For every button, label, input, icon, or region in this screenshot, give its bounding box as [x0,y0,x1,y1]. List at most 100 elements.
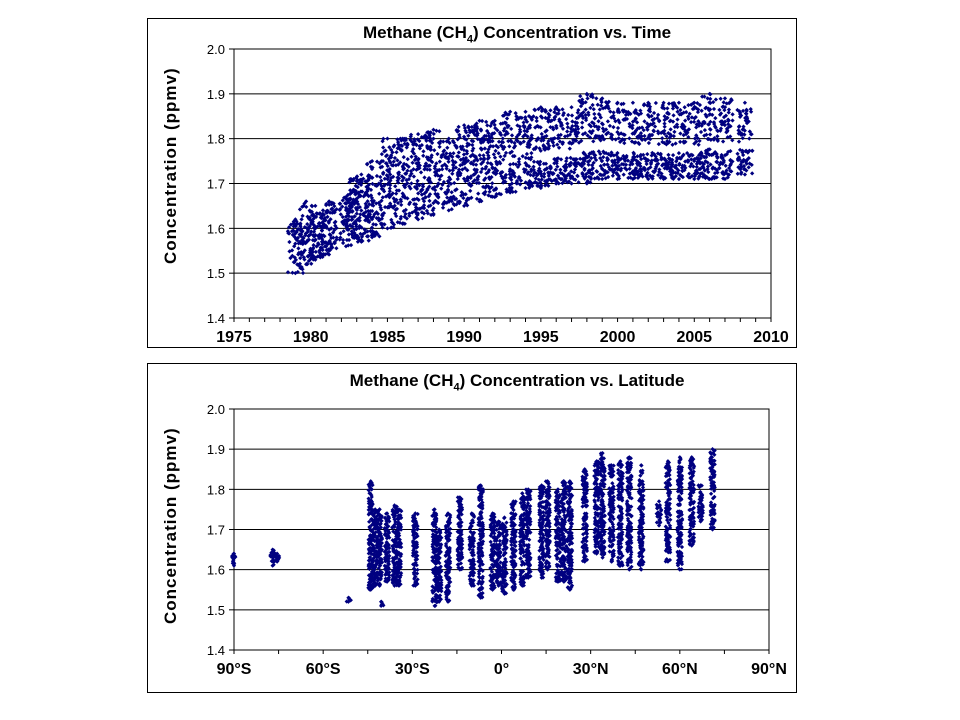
data-point [465,168,470,173]
data-point [432,148,437,153]
data-point [498,154,503,159]
data-point [370,181,375,186]
data-point [656,112,661,117]
y-tick-label: 1.4 [207,643,225,658]
data-point [486,184,491,189]
data-point [297,261,303,266]
data-point [691,119,697,124]
data-point [423,190,429,195]
data-point [627,121,632,127]
data-point [534,138,539,143]
data-point [596,111,602,117]
data-point [539,138,544,143]
data-point [404,216,409,221]
data-point [744,111,749,116]
data-point [666,152,671,158]
data-point [580,170,585,176]
data-point [509,126,514,132]
data-point [369,158,375,164]
data-point [715,128,720,133]
x-tick-label: 60°S [306,661,341,678]
data-point [414,196,420,201]
data-point [587,135,593,140]
data-point [572,157,578,162]
x-tick-label: 2010 [753,329,789,346]
data-point [585,159,591,164]
data-point [299,226,304,231]
data-point [447,175,452,180]
data-point [596,119,601,124]
data-point [415,161,421,166]
data-point [435,151,440,157]
data-point [444,200,449,205]
data-point [354,175,359,180]
data-point [320,253,326,258]
data-point [470,152,475,158]
data-point [541,174,547,179]
data-point [706,169,711,175]
data-point [365,229,370,234]
data-point [346,200,352,205]
data-point [405,157,410,162]
data-point [542,171,547,176]
data-point [509,185,514,190]
data-point [367,202,372,207]
data-point [654,162,659,167]
data-point [357,193,363,198]
data-point [744,158,749,163]
data-point [461,176,467,181]
data-point [293,271,298,276]
data-point [319,233,324,238]
data-point [450,138,456,144]
data-point [299,217,304,222]
data-point [348,188,353,193]
data-point [605,162,610,167]
data-point [387,145,392,150]
data-point [295,238,300,243]
y-tick-label: 1.8 [207,482,225,497]
data-point [474,196,480,202]
data-point [749,162,754,167]
data-point [517,156,522,162]
data-point [363,203,369,209]
data-point [562,174,568,179]
data-point [481,184,486,189]
data-point [385,163,390,169]
data-point [678,139,683,144]
data-point [568,176,573,181]
data-point [401,154,406,160]
data-point [371,222,376,227]
data-point [547,177,553,182]
data-point [490,131,495,136]
data-point [415,132,421,137]
data-point [514,181,520,186]
data-point [343,214,349,219]
data-point [591,150,596,155]
data-point [574,120,580,126]
data-point [330,206,335,211]
data-point [521,134,526,139]
data-point [691,164,696,169]
data-point [347,180,352,185]
data-point [524,163,529,168]
data-point [713,97,719,102]
data-point [387,195,392,200]
data-point [655,151,661,156]
data-point [615,108,621,113]
data-point [427,167,432,172]
data-point [371,203,376,208]
data-point [381,189,387,194]
data-point [646,176,651,182]
data-point [614,163,620,169]
data-point [391,159,396,164]
data-point [437,144,442,149]
data-point [462,203,467,209]
data-point [596,149,601,154]
data-point [311,242,316,248]
data-point [609,167,614,173]
y-tick-label: 2.0 [207,42,225,57]
data-point [387,186,392,191]
data-point [551,171,556,176]
data-point [713,150,718,156]
data-point [590,102,595,108]
